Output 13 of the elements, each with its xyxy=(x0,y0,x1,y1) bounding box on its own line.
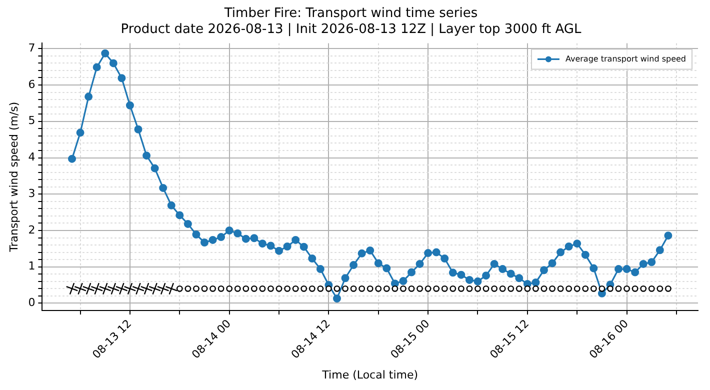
y-tick-label: 6 xyxy=(28,78,36,91)
y-tick-label: 3 xyxy=(28,186,36,200)
y-tick-label: 5 xyxy=(28,114,36,128)
y-tick-label: 2 xyxy=(28,223,36,236)
x-axis-title: Time (Local time) xyxy=(321,368,418,382)
chart-title: Timber Fire: Transport wind time series xyxy=(223,6,478,22)
y-tick-label: 4 xyxy=(28,150,36,164)
y-axis-title: Transport wind speed (m/s) xyxy=(7,102,20,253)
legend-label: Average transport wind speed xyxy=(565,54,686,64)
y-tick-label: 7 xyxy=(28,42,36,55)
y-tick-label: 0 xyxy=(28,296,36,310)
y-tick-label: 1 xyxy=(28,260,36,273)
chart-subtitle: Product date 2026-08-13 | Init 2026-08-13 12Z | Layer top 3000 ft AGL xyxy=(120,22,582,37)
